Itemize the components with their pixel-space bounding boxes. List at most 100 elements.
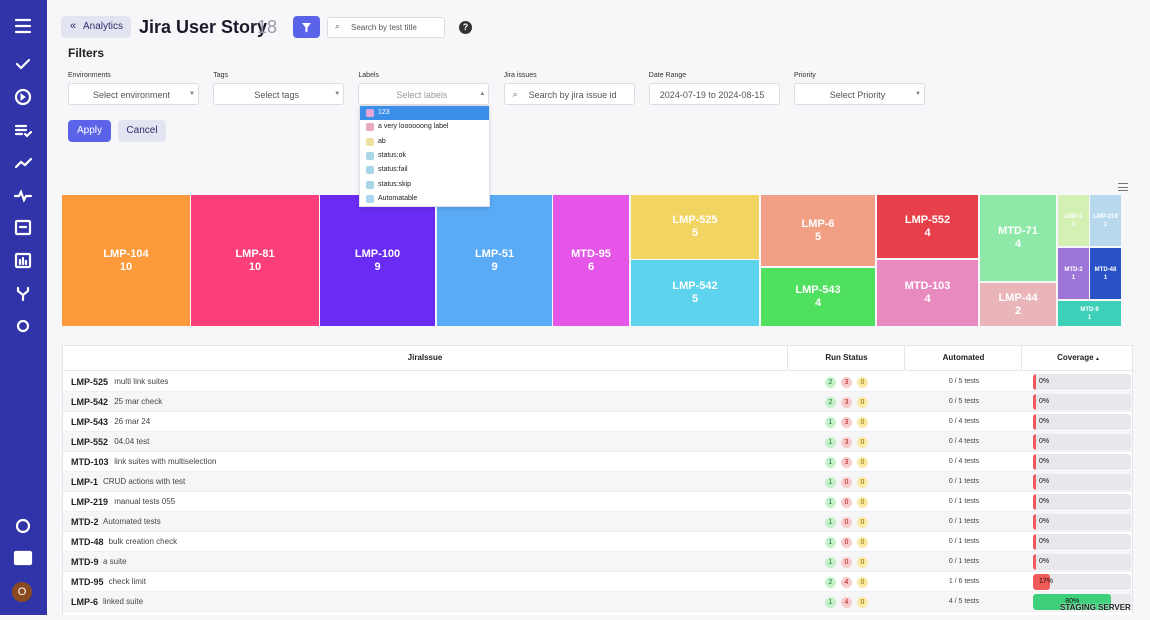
tile-label: MTD-9 — [1080, 306, 1099, 313]
issue-desc: 26 mar 24 — [114, 417, 151, 426]
option-swatch — [366, 166, 374, 175]
tile-value: 4 — [1014, 238, 1022, 250]
dropdown-option[interactable]: a very loooooong label — [360, 120, 489, 134]
table-row[interactable]: MTD-103 link suites with multiselection 1 3… — [63, 452, 1132, 472]
treemap-tile[interactable]: LMP-81 10 — [191, 195, 319, 326]
tile-value: 1 — [1103, 221, 1108, 228]
coverage-bar — [1033, 494, 1036, 510]
tile-label: LMP-81 — [235, 247, 275, 260]
filter-toggle[interactable] — [293, 16, 320, 38]
help-icon[interactable]: ? — [459, 21, 472, 34]
treemap-tile[interactable]: LMP-104 10 — [62, 195, 190, 326]
treemap-tile[interactable]: MTD-9 1 — [1058, 301, 1121, 326]
status-badge: 0 — [857, 536, 868, 548]
filter-input[interactable]: Select Priority — [794, 83, 925, 105]
table-row[interactable]: MTD-48 bulk creation check 1 0 0 0 / 1 tests 0… — [63, 532, 1132, 552]
column-header[interactable]: Coverage ▲ — [1023, 346, 1132, 371]
dropdown-option[interactable]: status:skip — [360, 178, 489, 192]
coverage-bar — [1033, 594, 1112, 610]
treemap-tile[interactable]: LMP-100 9 — [320, 195, 435, 326]
treemap-tile[interactable]: LMP-542 5 — [631, 260, 759, 326]
filter-label: Jira issues — [503, 72, 537, 79]
table-row[interactable]: LMP-525 multi link suites 2 3 0 0 / 5 tests 0% — [63, 372, 1132, 392]
back-button[interactable]: Analytics — [61, 16, 131, 38]
status-badge: 1 — [825, 556, 836, 568]
issue-key: MTD-9 — [71, 557, 99, 567]
status-badge: 2 — [825, 576, 836, 588]
tile-value: 5 — [814, 230, 822, 243]
automated: 0 / 4 tests — [948, 438, 980, 445]
issue-key: MTD-95 — [71, 577, 104, 587]
status-badge: 0 — [841, 536, 852, 548]
table-row[interactable]: LMP-6 linked suite 1 4 0 4 / 5 tests 80% — [63, 592, 1132, 612]
table-row[interactable]: MTD-2 Automated tests 1 0 0 0 / 1 tests 0% — [63, 512, 1132, 532]
apply-button[interactable]: Apply — [68, 120, 111, 142]
treemap-tile[interactable]: LMP-219 1 — [1090, 195, 1121, 246]
treemap-tile[interactable]: MTD-103 4 — [877, 260, 978, 326]
treemap-tile[interactable]: LMP-1 1 — [1058, 195, 1089, 246]
automated: 0 / 1 tests — [948, 538, 980, 545]
coverage-label: 0% — [1039, 398, 1050, 405]
dropdown-option[interactable]: status:ok — [360, 149, 489, 163]
table-row[interactable]: LMP-543 26 mar 24 1 3 0 0 / 4 tests 0% — [63, 412, 1132, 432]
tile-label: LMP-552 — [904, 213, 951, 226]
dropdown-option[interactable]: status:fail — [360, 163, 489, 177]
option-label: status:skip — [378, 180, 412, 188]
treemap-tile[interactable]: MTD-48 1 — [1090, 248, 1121, 299]
treemap-tile[interactable]: LMP-552 4 — [877, 195, 978, 258]
status-badge: 0 — [857, 456, 868, 468]
treemap-tile[interactable]: MTD-71 4 — [980, 195, 1056, 281]
coverage-label: 0% — [1039, 478, 1050, 485]
table-row[interactable]: MTD-95 check limit 2 4 0 1 / 6 tests 17% — [63, 572, 1132, 592]
status-badge: 1 — [825, 436, 836, 448]
treemap-tile[interactable]: LMP-543 4 — [761, 268, 875, 326]
table-row[interactable]: LMP-552 04.04 test 1 3 0 0 / 4 tests 0% — [63, 432, 1132, 452]
filter-input[interactable]: Select tags — [213, 83, 345, 105]
coverage-bar — [1033, 454, 1036, 470]
status-badge: 0 — [857, 416, 868, 428]
dropdown-option[interactable]: ab — [360, 135, 489, 149]
coverage-track: 0% — [1033, 434, 1131, 450]
coverage-track: 0% — [1033, 534, 1131, 550]
coverage-label: 0% — [1039, 558, 1050, 565]
treemap-tile[interactable]: MTD-95 6 — [553, 195, 629, 326]
coverage-bar — [1033, 534, 1036, 550]
title-count: 18 — [257, 17, 278, 37]
dropdown-option[interactable]: Automatable — [360, 192, 489, 206]
treemap-tile[interactable]: LMP-6 5 — [761, 195, 875, 266]
coverage-bar — [1033, 574, 1050, 590]
option-swatch — [366, 194, 374, 203]
treemap-tile[interactable]: LMP-525 5 — [631, 195, 759, 259]
tile-label: LMP-543 — [795, 284, 841, 296]
issue-desc: CRUD actions with test — [103, 477, 186, 486]
status-badge: 2 — [825, 376, 836, 388]
treemap-tile[interactable]: MTD-2 1 — [1058, 248, 1089, 299]
status-badge: 3 — [841, 396, 852, 408]
search-box[interactable]: Search by test title — [327, 17, 445, 38]
caret: ▼ — [189, 91, 195, 97]
issue-key: MTD-2 — [71, 517, 99, 527]
tile-value: 9 — [491, 260, 498, 273]
avatar[interactable]: O — [12, 582, 32, 602]
table-row[interactable]: MTD-9 a suite 1 0 0 0 / 1 tests 0% — [63, 552, 1132, 572]
tile-label: LMP-100 — [354, 247, 401, 260]
table-row[interactable]: LMP-542 25 mar check 2 3 0 0 / 5 tests 0% — [63, 392, 1132, 412]
coverage-label: 0% — [1039, 378, 1050, 385]
issue-key: LMP-1 — [71, 477, 98, 487]
dropdown-option[interactable]: 123 — [360, 106, 489, 120]
filter-input[interactable]: Search by jira issue id — [503, 83, 635, 105]
coverage-bar — [1033, 414, 1036, 430]
table-row[interactable]: LMP-1 CRUD actions with test 1 0 0 0 / 1 test… — [63, 472, 1132, 492]
coverage-track: 0% — [1033, 474, 1131, 490]
treemap-tile[interactable]: LMP-51 9 — [437, 195, 552, 326]
filter-input[interactable]: Select environment — [68, 83, 199, 105]
tile-value: 10 — [119, 260, 133, 273]
table-row[interactable]: LMP-219 manual tests 055 1 0 0 0 / 1 tests 0% — [63, 492, 1132, 512]
treemap-tile[interactable]: LMP-44 2 — [980, 283, 1056, 326]
filter-input[interactable]: Select labels — [358, 83, 490, 105]
filter-input[interactable]: 2024-07-19 to 2024-08-15 — [648, 83, 780, 105]
coverage-track: 0% — [1033, 494, 1131, 510]
chart-menu[interactable] — [1118, 183, 1128, 191]
automated: 0 / 4 tests — [948, 458, 980, 465]
cancel-button[interactable]: Cancel — [118, 120, 166, 142]
